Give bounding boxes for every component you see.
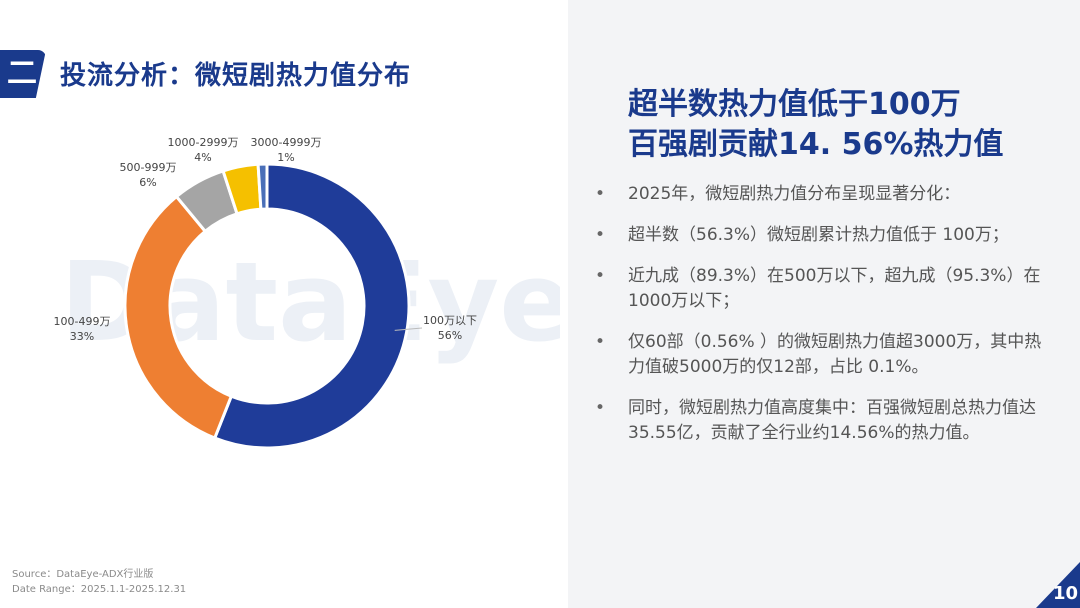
- leader-line-0: [394, 327, 423, 331]
- callout-2: 500-999万 6%: [120, 161, 177, 189]
- slice-label-2: 500-999万: [120, 161, 177, 174]
- slice-percent-1: 33%: [70, 330, 94, 343]
- bullet-symbol: •: [595, 266, 606, 286]
- callout-1: 100-499万 33%: [54, 315, 111, 343]
- bullet-list: • 2025年，微短剧热力值分布呈现显著分化： • 超半数（56.3%）微短剧累计热…: [595, 182, 1045, 462]
- headline-line-1: 超半数热力值低于100万: [628, 87, 961, 122]
- bullet-item: • 近九成（89.3%）在500万以下，超九成（95.3%）在1000万以下；: [595, 264, 1045, 314]
- bullet-text: 近九成（89.3%）在500万以下，超九成（95.3%）在1000万以下；: [628, 266, 1041, 311]
- bullet-symbol: •: [595, 184, 606, 204]
- slice-percent-4: 1%: [277, 151, 294, 164]
- bullet-text: 同时，微短剧热力值高度集中：百强微短剧总热力值达35.55亿，贡献了全行业约14…: [628, 398, 1036, 443]
- bullet-item: • 同时，微短剧热力值高度集中：百强微短剧总热力值达35.55亿，贡献了全行业约1…: [595, 396, 1045, 446]
- slice-label-1: 100-499万: [54, 315, 111, 328]
- page-number: 10: [1052, 583, 1078, 604]
- source-text: Source：DataEye-ADX行业版: [12, 569, 154, 580]
- callout-0: 100万以下 56%: [394, 314, 477, 342]
- slice-percent-3: 4%: [194, 151, 211, 164]
- callout-4: 3000-4999万 1%: [251, 136, 322, 164]
- page-title: 投流分析：微短剧热力值分布: [60, 61, 412, 91]
- bullet-text: 超半数（56.3%）微短剧累计热力值低于 100万；: [628, 225, 1009, 245]
- bullet-item: • 超半数（56.3%）微短剧累计热力值低于 100万；: [595, 223, 1045, 248]
- bullet-symbol: •: [595, 398, 606, 418]
- donut-callouts: 100万以下 56% 100-499万 33% 500-999万 6% 1000-2999万…: [54, 136, 477, 343]
- date-range-text: Date Range：2025.1.1-2025.12.31: [12, 584, 187, 595]
- bullet-item: • 2025年，微短剧热力值分布呈现显著分化：: [595, 182, 1045, 207]
- slice-percent-0: 56%: [438, 329, 462, 342]
- right-panel: [568, 0, 1080, 608]
- donut-slice-1: [123, 194, 234, 440]
- donut-slice-4: [256, 162, 269, 211]
- donut-slices: [123, 162, 411, 450]
- bullet-item: • 仅60部（0.56% ）的微短剧热力值超3000万，其中热力值破5000万的仅…: [595, 330, 1045, 380]
- bullet-symbol: •: [595, 225, 606, 245]
- donut-slice-0: [212, 162, 411, 450]
- bullet-text: 仅60部（0.56% ）的微短剧热力值超3000万，其中热力值破5000万的仅1…: [628, 332, 1042, 377]
- bullet-symbol: •: [595, 332, 606, 352]
- donut-chart: DataEye 100万以下56%100-499万33%500-999万6%10…: [54, 136, 560, 450]
- slice-label-3: 1000-2999万: [168, 136, 239, 149]
- callout-3: 1000-2999万 4%: [168, 136, 239, 164]
- section-number: 二: [7, 56, 37, 91]
- slice-label-4: 3000-4999万: [251, 136, 322, 149]
- headline-line-2: 百强剧贡献14. 56%热力值: [628, 127, 1004, 162]
- slice-percent-2: 6%: [139, 176, 156, 189]
- slice-label-0: 100万以下: [423, 314, 477, 327]
- bullet-text: 2025年，微短剧热力值分布呈现显著分化：: [628, 184, 961, 204]
